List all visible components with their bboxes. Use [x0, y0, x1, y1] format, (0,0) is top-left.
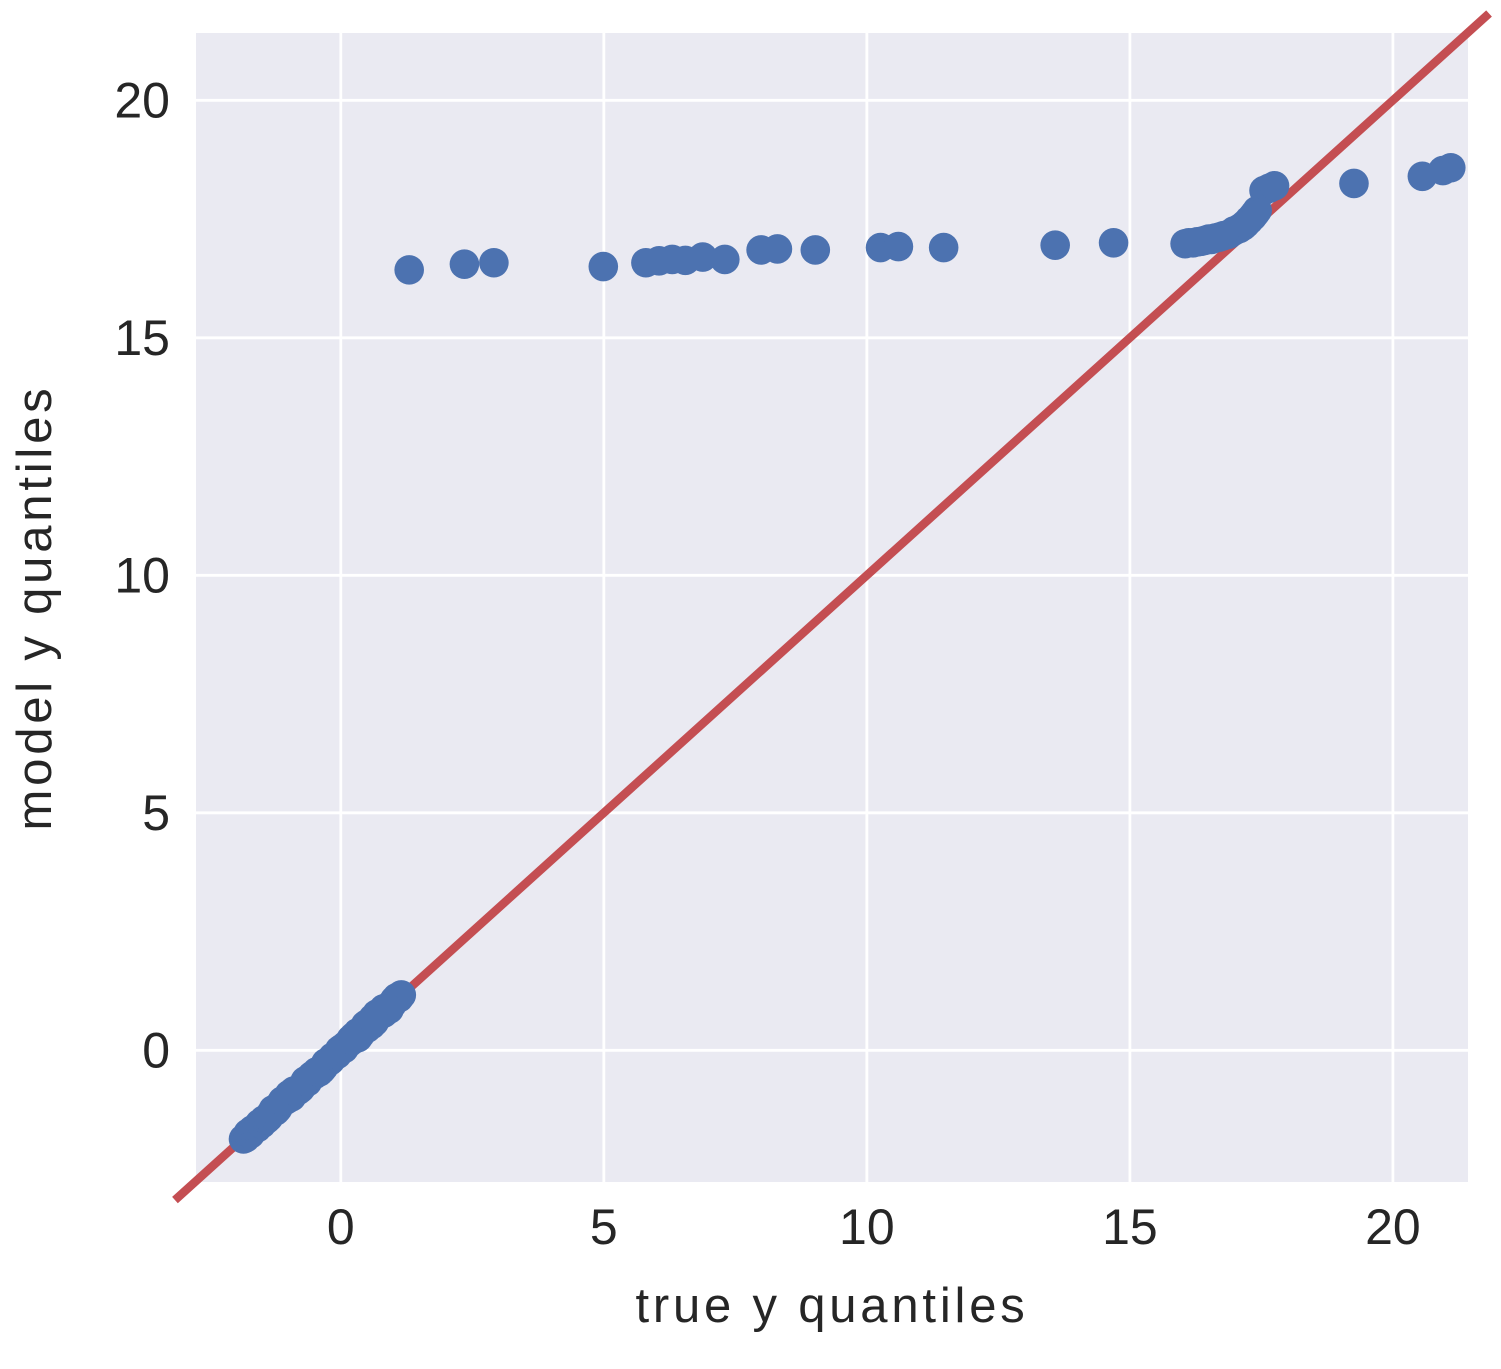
svg-text:15: 15	[1102, 1199, 1158, 1255]
svg-text:true y quantiles: true y quantiles	[635, 1279, 1028, 1333]
svg-text:5: 5	[590, 1199, 618, 1255]
svg-text:15: 15	[114, 310, 170, 366]
svg-text:20: 20	[1365, 1199, 1421, 1255]
svg-text:0: 0	[142, 1022, 170, 1078]
svg-text:5: 5	[142, 785, 170, 841]
svg-text:model y quantiles: model y quantiles	[8, 385, 62, 831]
svg-text:0: 0	[327, 1199, 355, 1255]
svg-text:10: 10	[114, 547, 170, 603]
svg-text:10: 10	[839, 1199, 895, 1255]
svg-text:20: 20	[114, 72, 170, 128]
